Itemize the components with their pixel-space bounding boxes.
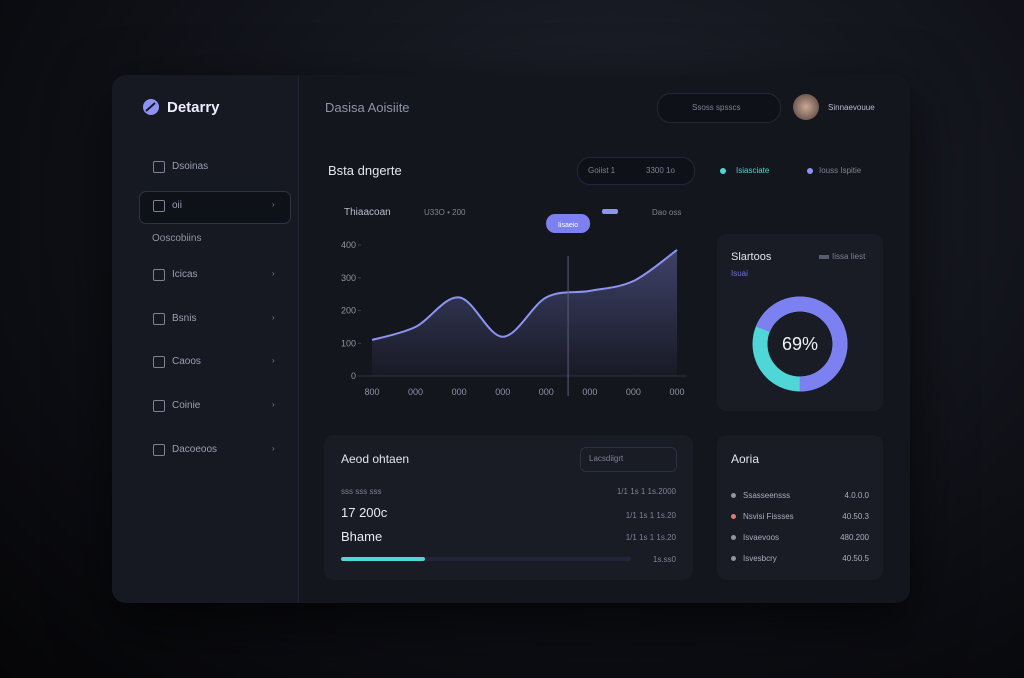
- nav-item[interactable]: Caoos: [172, 356, 201, 367]
- chevron: ›: [272, 444, 275, 453]
- row-dot: [731, 556, 736, 561]
- nav-icon: [153, 400, 165, 412]
- legend-text: Iouss Ispitie: [819, 166, 862, 175]
- x-tick-label: 000: [408, 387, 423, 397]
- row-dot: [731, 493, 736, 498]
- nav-icon: [153, 313, 165, 325]
- x-tick-label: 000: [495, 387, 510, 397]
- avatar[interactable]: [793, 94, 819, 120]
- legend-swatch: [819, 255, 829, 259]
- x-tick-label: 000: [669, 387, 684, 397]
- x-tick-label: 000: [626, 387, 641, 397]
- line-chart: Thiaacoan U33O • 200 Dao oss 0 100 200 300 400 8…: [341, 207, 687, 397]
- dropdown[interactable]: [580, 447, 677, 472]
- row-label: Isvaevoos: [743, 533, 780, 542]
- x-tick-label: 800: [364, 387, 379, 397]
- toggle-option[interactable]: 3300 1o: [646, 166, 675, 175]
- legend-swatch: [602, 209, 618, 214]
- right-text: 1/1 1s 1 1s.20: [625, 533, 676, 542]
- row-dot: [731, 514, 736, 519]
- row-value: 40.50.5: [842, 554, 869, 563]
- row-label: Isvesbcry: [743, 554, 777, 563]
- y-tick-label: 0: [351, 371, 356, 381]
- nav-icon: [153, 200, 165, 212]
- page-title: Dasisa Aoisiite: [325, 100, 410, 115]
- y-tick-label: 400: [341, 240, 356, 250]
- y-tick-label: 200: [341, 306, 356, 316]
- row-label: Ssasseensss: [743, 491, 791, 500]
- y-tick-label: 100: [341, 338, 356, 348]
- nav-icon: [153, 444, 165, 456]
- row-label: Nsvisi Fissses: [743, 512, 794, 521]
- nav-item[interactable]: Dsoinas: [172, 161, 209, 172]
- chart-subtitle: U33O • 200: [424, 208, 466, 217]
- chevron: ›: [272, 269, 275, 278]
- card-title: Aeod ohtaen: [341, 452, 410, 466]
- label: sss sss sss: [341, 487, 382, 496]
- nav-icon: [153, 356, 165, 368]
- x-tick-label: 000: [452, 387, 467, 397]
- app-window: Detarry Dsoinas oii › Ooscobiins Icicas › Bsni…: [112, 75, 910, 603]
- toggle-option[interactable]: Goiist 1: [588, 166, 616, 175]
- chevron: ›: [272, 356, 275, 365]
- nav-item[interactable]: Dacoeoos: [172, 444, 218, 455]
- sidebar: Detarry Dsoinas oii › Ooscobiins Icicas › Bsni…: [112, 75, 299, 603]
- tooltip-text: Iisaeio: [558, 222, 578, 229]
- legend-text: Isiasciate: [736, 166, 770, 175]
- nav-item[interactable]: Icicas: [172, 269, 198, 280]
- logo-icon: [143, 99, 159, 115]
- user-name: Sinnaevouue: [828, 103, 875, 112]
- list-card: Aoria Ssasseensss 4.0.0.0 Nsvisi Fissses 40…: [717, 435, 883, 580]
- nav-item[interactable]: Ooscobiins: [152, 233, 202, 244]
- area: [372, 249, 677, 376]
- nav-item[interactable]: Bsnis: [172, 313, 197, 324]
- toggle[interactable]: [577, 157, 695, 185]
- chevron: ›: [272, 400, 275, 409]
- x-tick-label: 000: [582, 387, 597, 397]
- progress-bar: [341, 557, 426, 561]
- search-text: Ssoss spsscs: [692, 103, 741, 112]
- nav-icon: [153, 269, 165, 281]
- nav-item[interactable]: Coinie: [172, 400, 201, 411]
- row-value: 4.0.0.0: [844, 491, 869, 500]
- chart-title: Thiaacoan: [344, 207, 391, 218]
- search-box[interactable]: [657, 93, 781, 123]
- donut-card: Slartoos Iissa Iiest Isuai 69%: [717, 234, 883, 411]
- logo: Detarry: [167, 99, 220, 116]
- legend-text: Dao oss: [652, 208, 681, 217]
- donut-subtitle: Isuai: [731, 269, 748, 278]
- progress-track: [341, 557, 631, 561]
- line: [371, 249, 678, 341]
- row-value: 40.50.3: [842, 512, 869, 521]
- donut-label: 69%: [782, 334, 818, 354]
- chevron: ›: [272, 200, 275, 209]
- amount: 17 200c: [341, 505, 388, 520]
- legend-dot: [807, 168, 813, 174]
- tooltip: [546, 214, 591, 233]
- section-title: Bsta dngerte: [328, 163, 402, 178]
- row-dot: [731, 535, 736, 540]
- donut-chart: 69%: [752, 296, 848, 392]
- donut-title: Slartoos: [731, 251, 772, 263]
- card-title: Aoria: [731, 452, 760, 466]
- activity-card: Aeod ohtaen Lacsdiigrt sss sss sss 17 20…: [324, 435, 693, 580]
- name: Bhame: [341, 529, 383, 544]
- right-text: 1/1 1s 1 1s.20: [625, 511, 676, 520]
- row-value: 480.200: [840, 533, 869, 542]
- dropdown-text: Lacsdiigrt: [589, 454, 624, 463]
- legend-dot: [720, 168, 726, 174]
- right-text: 1/1 1s 1 1s.2000: [616, 487, 676, 496]
- donut-legend: Iissa Iiest: [832, 252, 866, 261]
- right-text: 1s.ss0: [652, 555, 676, 564]
- y-tick-label: 300: [341, 273, 356, 283]
- nav-icon: [153, 161, 165, 173]
- x-tick-label: 000: [539, 387, 554, 397]
- nav-item[interactable]: oii: [172, 200, 183, 211]
- chevron: ›: [272, 313, 275, 322]
